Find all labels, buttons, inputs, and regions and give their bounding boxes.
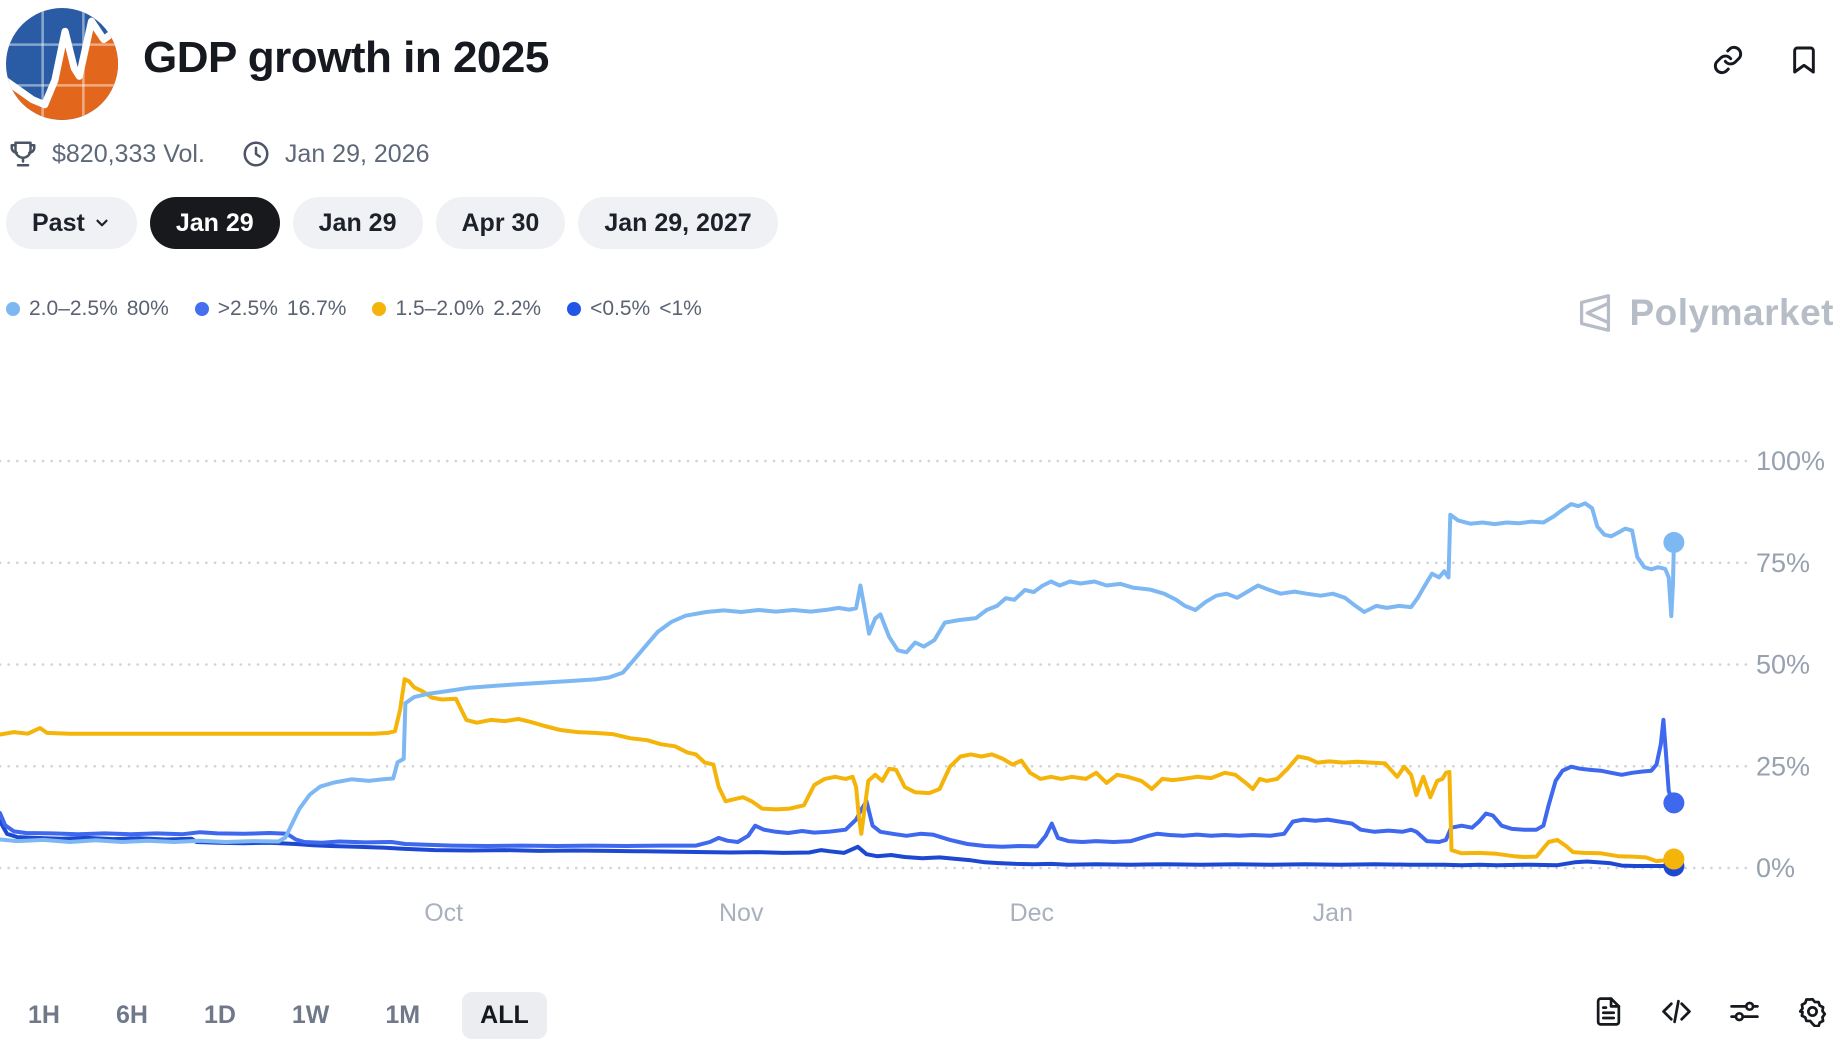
legend-dot-icon — [6, 302, 20, 316]
bookmark-icon[interactable] — [1788, 44, 1820, 76]
series-end-dot — [1663, 531, 1685, 553]
chart-tools — [1593, 996, 1828, 1027]
legend-dot-icon — [567, 302, 582, 316]
timeframe-1h[interactable]: 1H — [28, 1001, 60, 1029]
date-pill-label: Jan 29 — [318, 208, 397, 237]
sliders-icon[interactable] — [1729, 996, 1760, 1027]
legend-item[interactable]: 1.5–2.0% 2.2% — [372, 297, 541, 321]
past-dropdown-label: Past — [32, 208, 85, 237]
polymarket-logo-icon — [1579, 294, 1610, 332]
trophy-icon — [10, 141, 36, 167]
legend-label: <0.5% — [590, 297, 651, 320]
gear-icon[interactable] — [1797, 996, 1828, 1027]
legend-item[interactable]: >2.5% 16.7% — [194, 297, 347, 321]
polymarket-watermark: Polymarket — [1572, 290, 1835, 336]
legend-value: <1% — [659, 297, 702, 320]
outcome-filter-bar: Past Jan 29 Jan 29 Apr 30 Jan 29, 2027 — [6, 197, 778, 249]
timeframe-1w[interactable]: 1W — [291, 1001, 330, 1029]
series-line — [0, 819, 1676, 868]
market-meta: $820,333 Vol. Jan 29, 2026 — [8, 139, 430, 169]
x-axis-tick: Dec — [1010, 899, 1054, 927]
legend-dot-icon — [372, 302, 387, 316]
legend-label: 1.5–2.0% — [395, 297, 485, 320]
legend-label: >2.5% — [217, 297, 278, 320]
y-axis-tick: 100% — [1756, 446, 1825, 476]
date-pill-label: Jan 29, 2027 — [604, 208, 752, 237]
legend-value: 80% — [126, 297, 169, 320]
end-date-text: Jan 29, 2026 — [284, 139, 430, 168]
x-axis-tick: Oct — [424, 899, 463, 927]
date-pill[interactable]: Jan 29 — [292, 197, 423, 249]
timeframe-all[interactable]: ALL — [462, 992, 547, 1039]
chart-legend: 2.0–2.5% 80% >2.5% 16.7% 1.5–2.0% 2.2% <0.5% <1… — [6, 297, 702, 321]
series-end-dot — [1663, 792, 1685, 814]
legend-item[interactable]: 2.0–2.5% 80% — [6, 297, 169, 321]
timeframe-1m[interactable]: 1M — [385, 1001, 421, 1029]
date-pill-label: Apr 30 — [461, 208, 540, 237]
date-pill-label: Jan 29 — [175, 208, 254, 237]
market-logo — [6, 8, 118, 120]
timeframe-bar: 1H 6H 1D 1W 1M ALL — [14, 992, 547, 1039]
code-icon[interactable] — [1661, 996, 1692, 1027]
clock-icon — [243, 141, 269, 167]
legend-value: 2.2% — [493, 297, 542, 320]
date-pill[interactable]: Jan 29, 2027 — [578, 197, 778, 249]
document-icon[interactable] — [1593, 996, 1624, 1027]
y-axis-tick: 25% — [1756, 751, 1810, 781]
date-pill[interactable]: Apr 30 — [435, 197, 566, 249]
y-axis-tick: 75% — [1756, 548, 1810, 578]
timeframe-6h[interactable]: 6H — [115, 1001, 148, 1029]
series-line — [0, 677, 1676, 864]
legend-item[interactable]: <0.5% <1% — [567, 297, 702, 321]
series-line — [0, 717, 1676, 849]
past-dropdown[interactable]: Past — [6, 197, 137, 249]
volume-text: $820,333 Vol. — [52, 139, 205, 168]
series-line — [0, 501, 1676, 844]
legend-dot-icon — [194, 302, 209, 316]
x-axis-tick: Nov — [719, 899, 764, 927]
series-end-dot — [1663, 848, 1685, 870]
legend-label: 2.0–2.5% — [29, 297, 118, 320]
page-title: GDP growth in 2025 — [143, 33, 549, 82]
x-axis-tick: Jan — [1313, 899, 1353, 927]
price-chart[interactable]: 100% 75% 50% 25% 0% Oct Nov Dec Jan — [0, 388, 1844, 948]
y-axis-tick: 0% — [1756, 853, 1795, 883]
date-pill-active[interactable]: Jan 29 — [149, 197, 280, 249]
watermark-text: Polymarket — [1629, 292, 1834, 333]
y-axis-tick: 50% — [1756, 650, 1810, 680]
chevron-down-icon — [96, 219, 108, 227]
legend-value: 16.7% — [286, 297, 347, 320]
link-icon[interactable] — [1712, 44, 1744, 76]
timeframe-1d[interactable]: 1D — [203, 1001, 236, 1029]
